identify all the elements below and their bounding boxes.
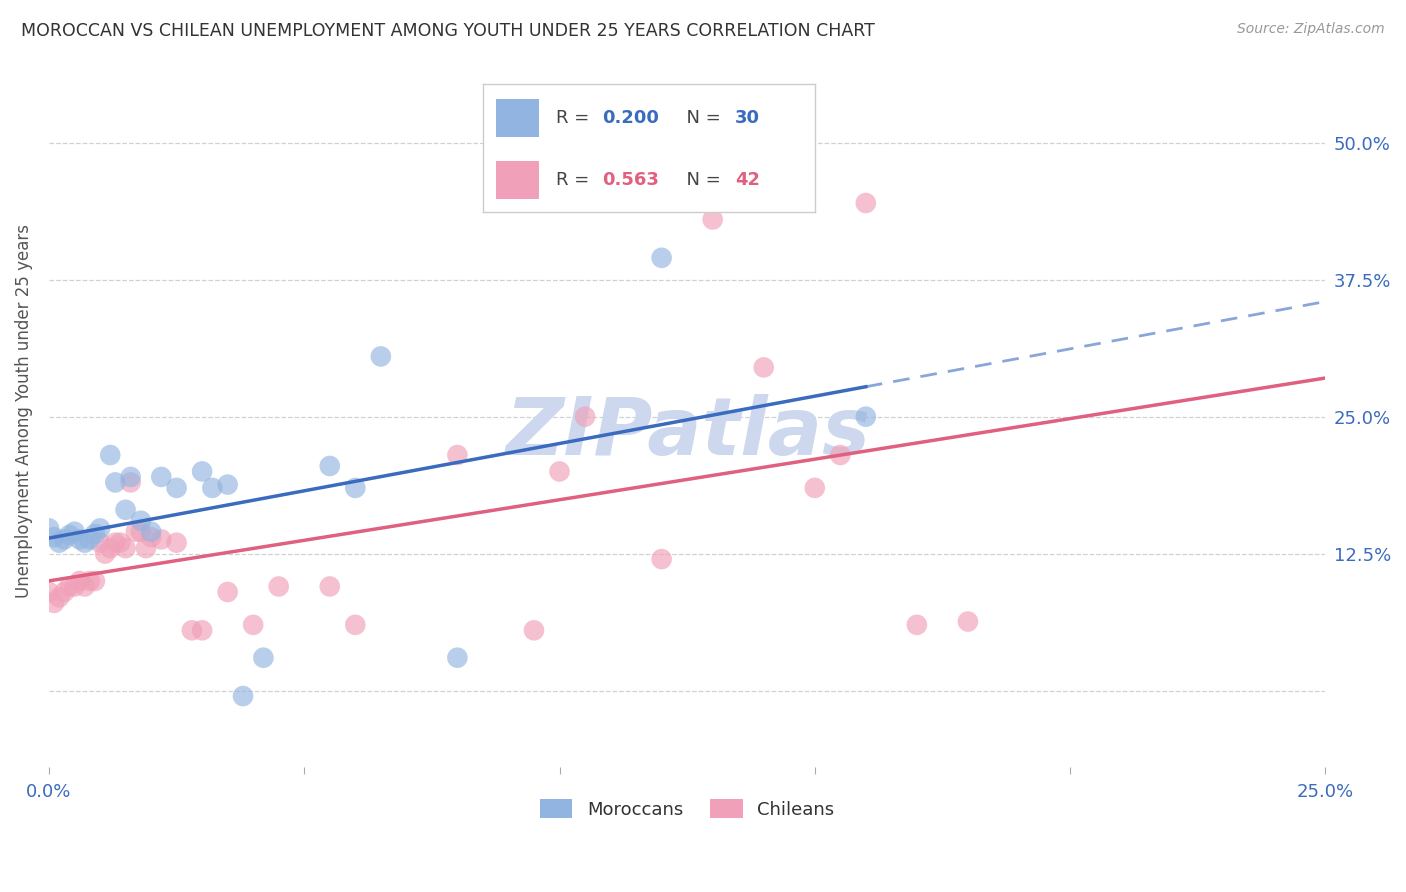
Point [232,689,254,703]
Point [73,579,96,593]
Point [905,617,928,632]
Point [267,579,290,593]
Point [217,477,239,491]
Point [114,503,136,517]
Point [548,465,571,479]
Point [58,528,80,542]
Point [574,409,596,424]
Point [38,585,60,599]
Point [150,470,173,484]
Point [98,541,121,556]
Point [84,574,107,588]
Text: ZIPatlas: ZIPatlas [505,393,870,472]
Point [114,541,136,556]
Point [651,552,673,566]
Point [89,521,111,535]
Point [201,481,224,495]
Point [79,574,101,588]
Point [58,579,80,593]
Point [702,212,724,227]
Point [242,617,264,632]
Point [181,624,204,638]
Point [150,533,173,547]
Point [63,579,86,593]
Point [446,650,468,665]
Point [344,617,367,632]
Point [69,533,91,547]
Y-axis label: Unemployment Among Youth under 25 years: Unemployment Among Youth under 25 years [15,224,32,599]
Legend: Moroccans, Chileans: Moroccans, Chileans [533,792,842,826]
Point [42,596,65,610]
Point [855,409,877,424]
Point [129,524,152,539]
Point [110,535,132,549]
Point [98,448,121,462]
Point [370,350,392,364]
Point [48,591,70,605]
Point [651,251,673,265]
Point [830,448,852,462]
Point [42,530,65,544]
Point [319,579,342,593]
Point [956,615,979,629]
Point [120,475,142,490]
Point [69,574,91,588]
Point [855,196,877,211]
Point [752,360,775,375]
Point [53,585,76,599]
Point [48,535,70,549]
Point [38,521,60,535]
Point [191,624,214,638]
Point [89,535,111,549]
Text: MOROCCAN VS CHILEAN UNEMPLOYMENT AMONG YOUTH UNDER 25 YEARS CORRELATION CHART: MOROCCAN VS CHILEAN UNEMPLOYMENT AMONG Y… [21,22,875,40]
Point [139,524,162,539]
Point [803,481,825,495]
Point [104,475,127,490]
Point [446,448,468,462]
Point [166,481,188,495]
Point [191,465,214,479]
Point [53,533,76,547]
Point [79,533,101,547]
Text: Source: ZipAtlas.com: Source: ZipAtlas.com [1237,22,1385,37]
Point [125,524,148,539]
Point [252,650,274,665]
Point [166,535,188,549]
Point [523,624,546,638]
Point [63,524,86,539]
Point [120,470,142,484]
Point [104,535,127,549]
Point [344,481,367,495]
Point [129,514,152,528]
Point [139,530,162,544]
Point [94,547,117,561]
Point [135,541,157,556]
Point [319,458,342,473]
Point [84,527,107,541]
Point [217,585,239,599]
Point [73,535,96,549]
